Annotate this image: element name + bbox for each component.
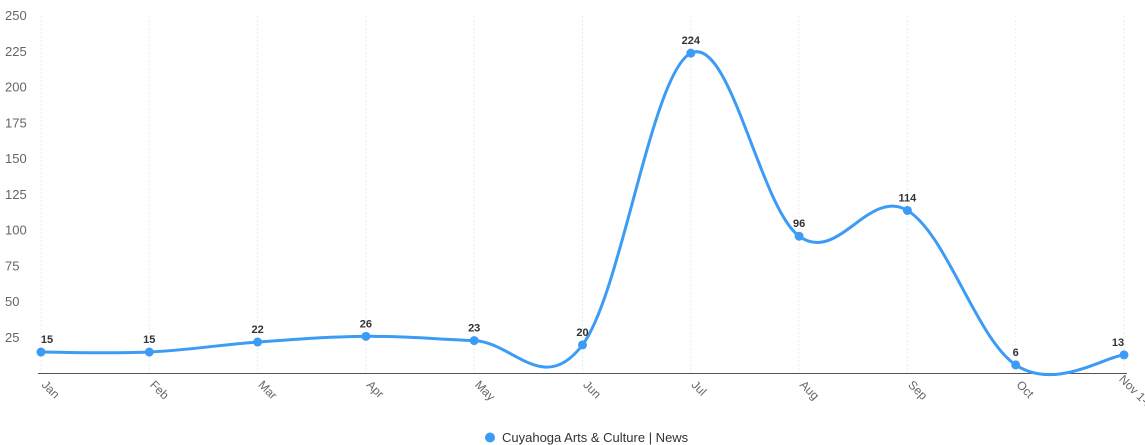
data-point[interactable] — [686, 48, 696, 58]
x-tick-label: Aug — [797, 378, 822, 403]
x-tick-label: Sep — [905, 378, 930, 403]
data-label: 26 — [360, 318, 372, 330]
data-point[interactable] — [1011, 360, 1021, 370]
y-tick-label: 250 — [5, 8, 27, 23]
x-tick-label: Mar — [255, 378, 280, 403]
y-axis: 25 50 75 100 125 150 175 200 225 250 — [5, 8, 27, 345]
data-point[interactable] — [578, 340, 587, 350]
x-tick-label: Feb — [147, 378, 172, 403]
y-tick-label: 225 — [5, 44, 27, 59]
x-tick-label: Jun — [580, 378, 604, 402]
data-label: 22 — [251, 324, 263, 336]
data-point[interactable] — [253, 337, 263, 347]
x-tick-label: May — [472, 378, 498, 404]
x-tick-label: Jul — [689, 378, 710, 399]
data-point[interactable] — [902, 205, 912, 215]
data-point[interactable] — [361, 331, 371, 341]
data-labels: 15 15 22 26 23 20 224 96 114 6 13 — [41, 35, 1124, 359]
y-tick-label: 25 — [5, 330, 19, 345]
x-tick-label: Apr — [364, 378, 387, 401]
legend-label[interactable]: Cuyahoga Arts & Culture | News — [502, 430, 689, 445]
y-tick-label: 150 — [5, 151, 27, 166]
data-label: 96 — [793, 218, 805, 230]
x-tick-label: Jan — [39, 378, 63, 402]
data-label: 6 — [1013, 347, 1019, 359]
data-label: 13 — [1112, 337, 1124, 349]
x-axis: Jan Feb Mar Apr May Jun Jul Aug Sep Oct Nov 1-30 — [38, 372, 1145, 417]
data-label: 15 — [143, 334, 155, 346]
data-point[interactable] — [144, 347, 154, 357]
y-tick-label: 175 — [5, 115, 27, 130]
data-point[interactable] — [794, 231, 804, 241]
legend[interactable]: Cuyahoga Arts & Culture | News — [485, 430, 689, 445]
y-tick-label: 75 — [5, 258, 19, 273]
legend-marker-icon[interactable] — [485, 432, 495, 443]
y-tick-label: 50 — [5, 294, 19, 309]
series-layer — [36, 48, 1129, 377]
data-point[interactable] — [1119, 350, 1129, 360]
data-label: 224 — [682, 35, 701, 47]
x-tick-label: Nov 1-30 — [1116, 372, 1145, 417]
grid — [40, 16, 1125, 374]
x-tick-label: Oct — [1014, 378, 1038, 402]
y-tick-label: 100 — [5, 223, 27, 238]
data-label: 20 — [576, 327, 588, 339]
data-label: 23 — [468, 323, 480, 335]
data-label: 15 — [41, 334, 53, 346]
y-tick-label: 200 — [5, 80, 27, 95]
data-point[interactable] — [36, 347, 46, 357]
y-tick-label: 125 — [5, 187, 27, 202]
data-point[interactable] — [469, 336, 479, 346]
data-label: 114 — [899, 192, 918, 204]
